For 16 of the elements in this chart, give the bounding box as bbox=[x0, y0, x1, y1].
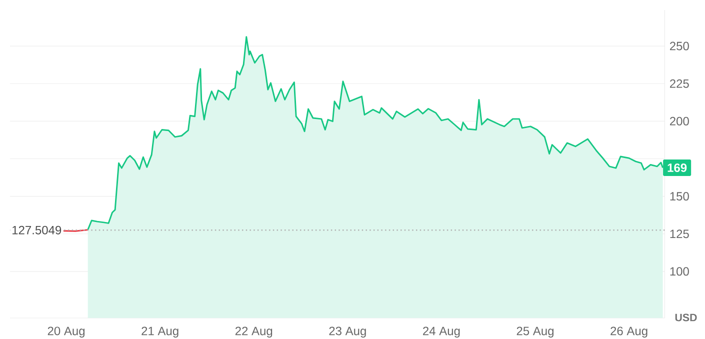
y-tick-label: 150 bbox=[670, 192, 689, 201]
x-tick-label: 26 Aug bbox=[610, 326, 648, 338]
x-tick-label: 24 Aug bbox=[423, 326, 460, 338]
y-tick-label: 200 bbox=[670, 116, 689, 126]
y-tick-label: 225 bbox=[670, 79, 689, 88]
x-tick-label: 21 Aug bbox=[142, 326, 178, 338]
y-tick-label: 125 bbox=[670, 230, 689, 238]
ref-line-label: 127.5049 bbox=[12, 226, 62, 234]
x-tick-label: 22 Aug bbox=[235, 326, 272, 338]
x-tick-label: 25 Aug bbox=[516, 326, 554, 338]
x-tick-label: 20 Aug bbox=[48, 326, 85, 338]
y-tick-label: 250 bbox=[670, 42, 689, 50]
annotation: 169 bbox=[668, 164, 687, 172]
y-tick-label: 100 bbox=[670, 267, 689, 276]
x-tick-label: 23 Aug bbox=[329, 326, 366, 338]
y-axis-title: USD bbox=[675, 314, 697, 322]
